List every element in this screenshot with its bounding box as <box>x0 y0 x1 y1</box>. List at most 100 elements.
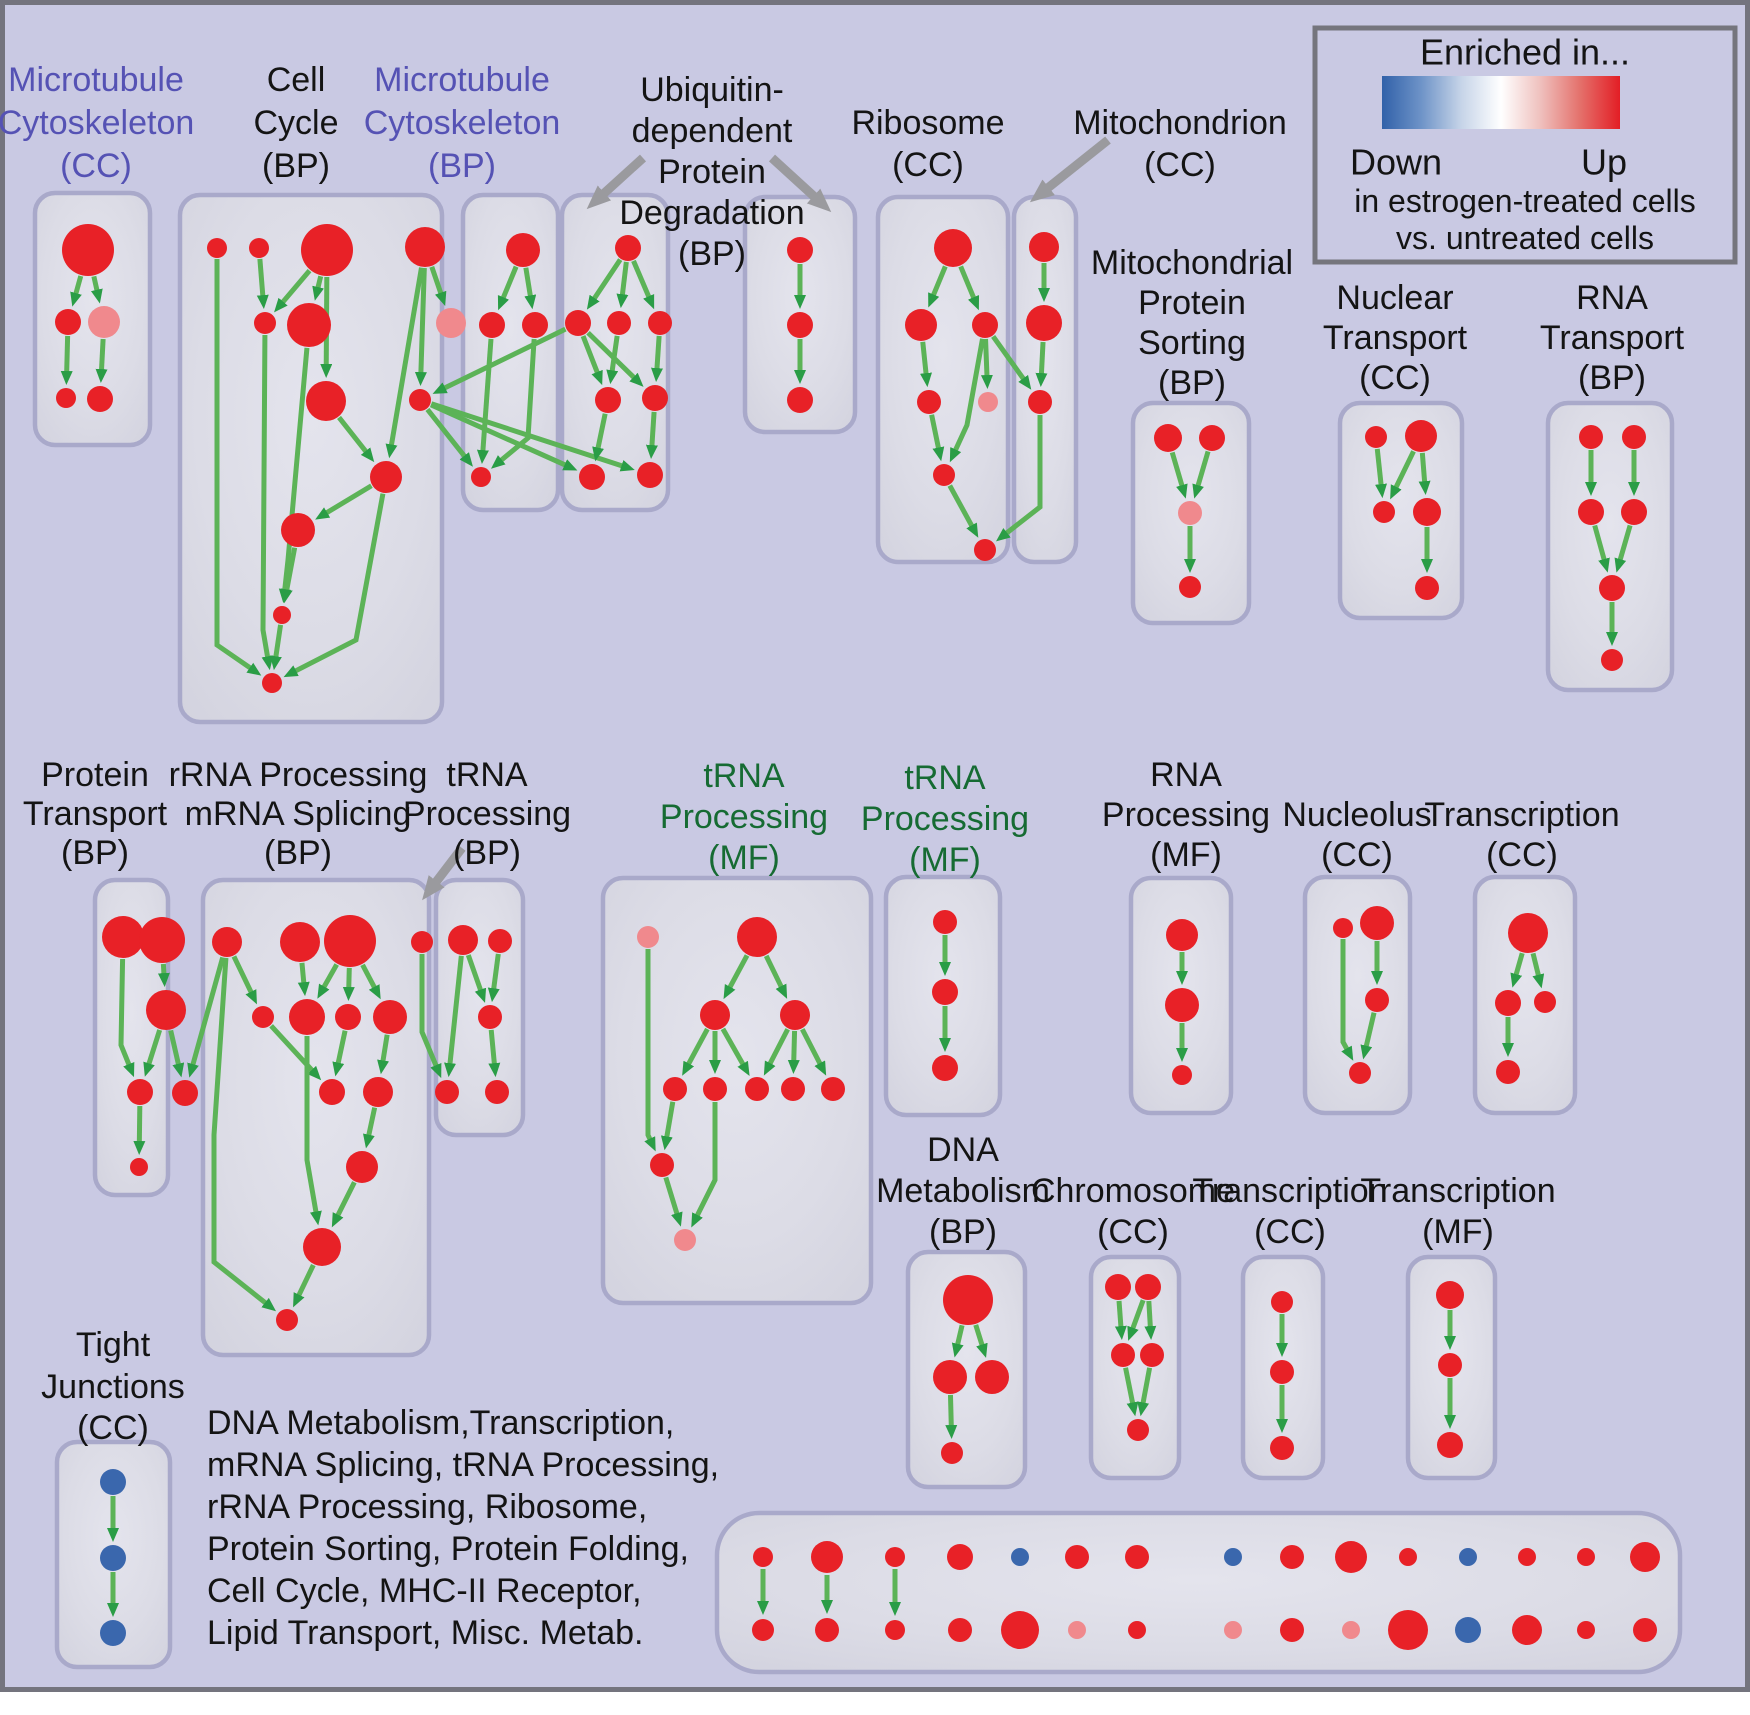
cluster-label-trna-bp-line3: (BP) <box>453 834 521 872</box>
go-term-node-m1 <box>506 233 540 267</box>
go-term-node-n2 <box>1405 420 1437 452</box>
go-term-node-q3 <box>324 915 376 967</box>
go-edge-g2-g6 <box>720 1027 750 1076</box>
go-edge-u1-u4 <box>580 335 603 386</box>
go-edge-c9-u6 <box>429 402 578 471</box>
cluster-label-microtubule-bp-line1: Microtubule <box>374 61 550 99</box>
misc-node-bottom-7 <box>1128 1621 1146 1639</box>
go-edge-s2-s3 <box>1192 450 1211 499</box>
go-term-node-c10 <box>370 461 402 493</box>
go-edge-q10-q11 <box>363 1107 378 1149</box>
go-term-node-t3n <box>1578 499 1604 525</box>
go-term-node-g10 <box>674 1229 696 1251</box>
cluster-label-rna-transport-line3: (BP) <box>1578 359 1646 397</box>
cluster-label-trna-mf-2-line2: Processing <box>861 800 1029 838</box>
go-edge-q8-q10 <box>377 1034 390 1075</box>
go-term-node-g3 <box>780 1000 810 1030</box>
cluster-label-ribosome-line2: (CC) <box>892 146 964 184</box>
go-edge-c6-c12 <box>278 347 310 604</box>
misc-node-bottom-9 <box>1280 1618 1304 1642</box>
go-term-node-j2 <box>1360 906 1394 940</box>
go-edge-u3-u5 <box>651 335 663 383</box>
go-term-node-a5 <box>87 386 113 412</box>
go-term-node-f1 <box>1271 1291 1293 1313</box>
go-term-node-u4 <box>595 387 621 413</box>
cluster-label-dna-metabolism-line2: Metabolism <box>876 1172 1050 1210</box>
go-edge-q1-q5 <box>231 955 257 1005</box>
go-term-node-tj1 <box>100 1469 126 1495</box>
go-term-node-w1 <box>448 925 478 955</box>
go-term-node-k3 <box>1534 991 1556 1013</box>
misc-node-bottom-12 <box>1455 1617 1481 1643</box>
go-edge-w1-w3 <box>444 955 464 1078</box>
go-edge-j1-j4 <box>1340 939 1354 1061</box>
cluster-label-ubiquitin-line4: Degradation <box>619 194 804 232</box>
go-edge-g0-g9 <box>644 949 656 1152</box>
misc-node-bottom-6 <box>1068 1621 1086 1639</box>
go-term-node-p6 <box>130 1158 148 1176</box>
misc-node-top-6 <box>1065 1545 1089 1569</box>
go-edge-c10-c11 <box>315 483 373 520</box>
legend-subtitle-2: vs. untreated cells <box>1396 220 1654 256</box>
go-term-node-r1 <box>934 229 972 267</box>
go-term-node-u7 <box>637 462 663 488</box>
go-term-node-c8 <box>306 381 346 421</box>
go-term-node-q4 <box>411 931 433 953</box>
cluster-label-ribosome-line1: Ribosome <box>851 104 1004 142</box>
go-edge-m2b-m3 <box>491 338 537 469</box>
go-term-node-n3 <box>1373 501 1395 523</box>
go-term-node-t4n <box>1621 499 1647 525</box>
go-edge-q1-q13 <box>211 957 277 1312</box>
go-term-node-h3 <box>932 1055 958 1081</box>
cluster-label-rna-processing-mf-line1: RNA <box>1150 756 1222 794</box>
go-edge-r2-r4 <box>920 341 932 388</box>
misc-node-top-5 <box>1011 1548 1029 1566</box>
cluster-label-trna-mf-2-line3: (MF) <box>909 841 981 879</box>
misc-node-top-1 <box>753 1547 773 1567</box>
go-edge-q7-q9 <box>332 1030 348 1077</box>
go-term-node-d2 <box>933 1360 967 1394</box>
go-term-node-f2 <box>1270 1360 1294 1384</box>
go-term-node-c7 <box>436 308 466 338</box>
misc-node-top-3 <box>885 1547 905 1567</box>
go-edge-g5-g10 <box>691 1102 718 1228</box>
go-term-node-h2 <box>932 979 958 1005</box>
go-edge-c3-c5 <box>274 268 312 313</box>
cluster-label-chromosome-line1: Chromosome <box>1031 1172 1235 1210</box>
go-term-node-s1 <box>1154 424 1182 452</box>
cluster-label-nucleolus-line2: (CC) <box>1321 836 1393 874</box>
misc-node-bottom-1 <box>752 1619 774 1641</box>
cluster-label-cell-cycle-line3: (BP) <box>262 147 330 185</box>
go-edge-r4-r6 <box>929 414 945 462</box>
go-edge-a2-a4 <box>60 335 73 386</box>
go-edge-c8-c10 <box>337 415 375 463</box>
misc-node-bottom-15 <box>1633 1618 1657 1642</box>
go-term-node-g0 <box>637 926 659 948</box>
go-term-node-i3 <box>1172 1065 1192 1085</box>
go-term-node-n5 <box>1415 576 1439 600</box>
go-edge-a1-a2 <box>70 275 84 307</box>
go-term-node-v1 <box>787 237 813 263</box>
go-term-node-r6 <box>933 464 955 486</box>
go-edge-d2-d4 <box>945 1394 958 1440</box>
misc-node-top-4 <box>947 1544 973 1570</box>
go-edge-n2-n3 <box>1390 450 1416 500</box>
go-term-node-u3 <box>648 311 672 335</box>
go-edge-q6-q12 <box>304 1036 322 1226</box>
cluster-label-rna-processing-mf-line3: (MF) <box>1150 836 1222 874</box>
go-term-node-d4 <box>941 1442 963 1464</box>
misc-category-text-line4: Protein Sorting, Protein Folding, <box>207 1530 689 1568</box>
go-term-node-s3 <box>1178 501 1202 525</box>
cluster-label-nucleolus-line1: Nucleolus <box>1282 796 1431 834</box>
cluster-label-rna-transport-line2: Transport <box>1540 319 1685 357</box>
misc-category-text-line1: DNA Metabolism,Transcription, <box>207 1404 674 1442</box>
go-edge-r1-r2 <box>928 265 948 308</box>
go-edge-wm-w4 <box>488 1029 501 1078</box>
cluster-label-transcription-cc-r3-line2: (CC) <box>1254 1213 1326 1251</box>
cluster-label-protein-transport-line3: (BP) <box>61 834 129 872</box>
go-term-node-c12 <box>273 606 291 624</box>
go-edge-w2-wm <box>487 953 501 1003</box>
go-term-node-e4 <box>1140 1343 1164 1367</box>
go-term-node-x1 <box>1436 1281 1464 1309</box>
